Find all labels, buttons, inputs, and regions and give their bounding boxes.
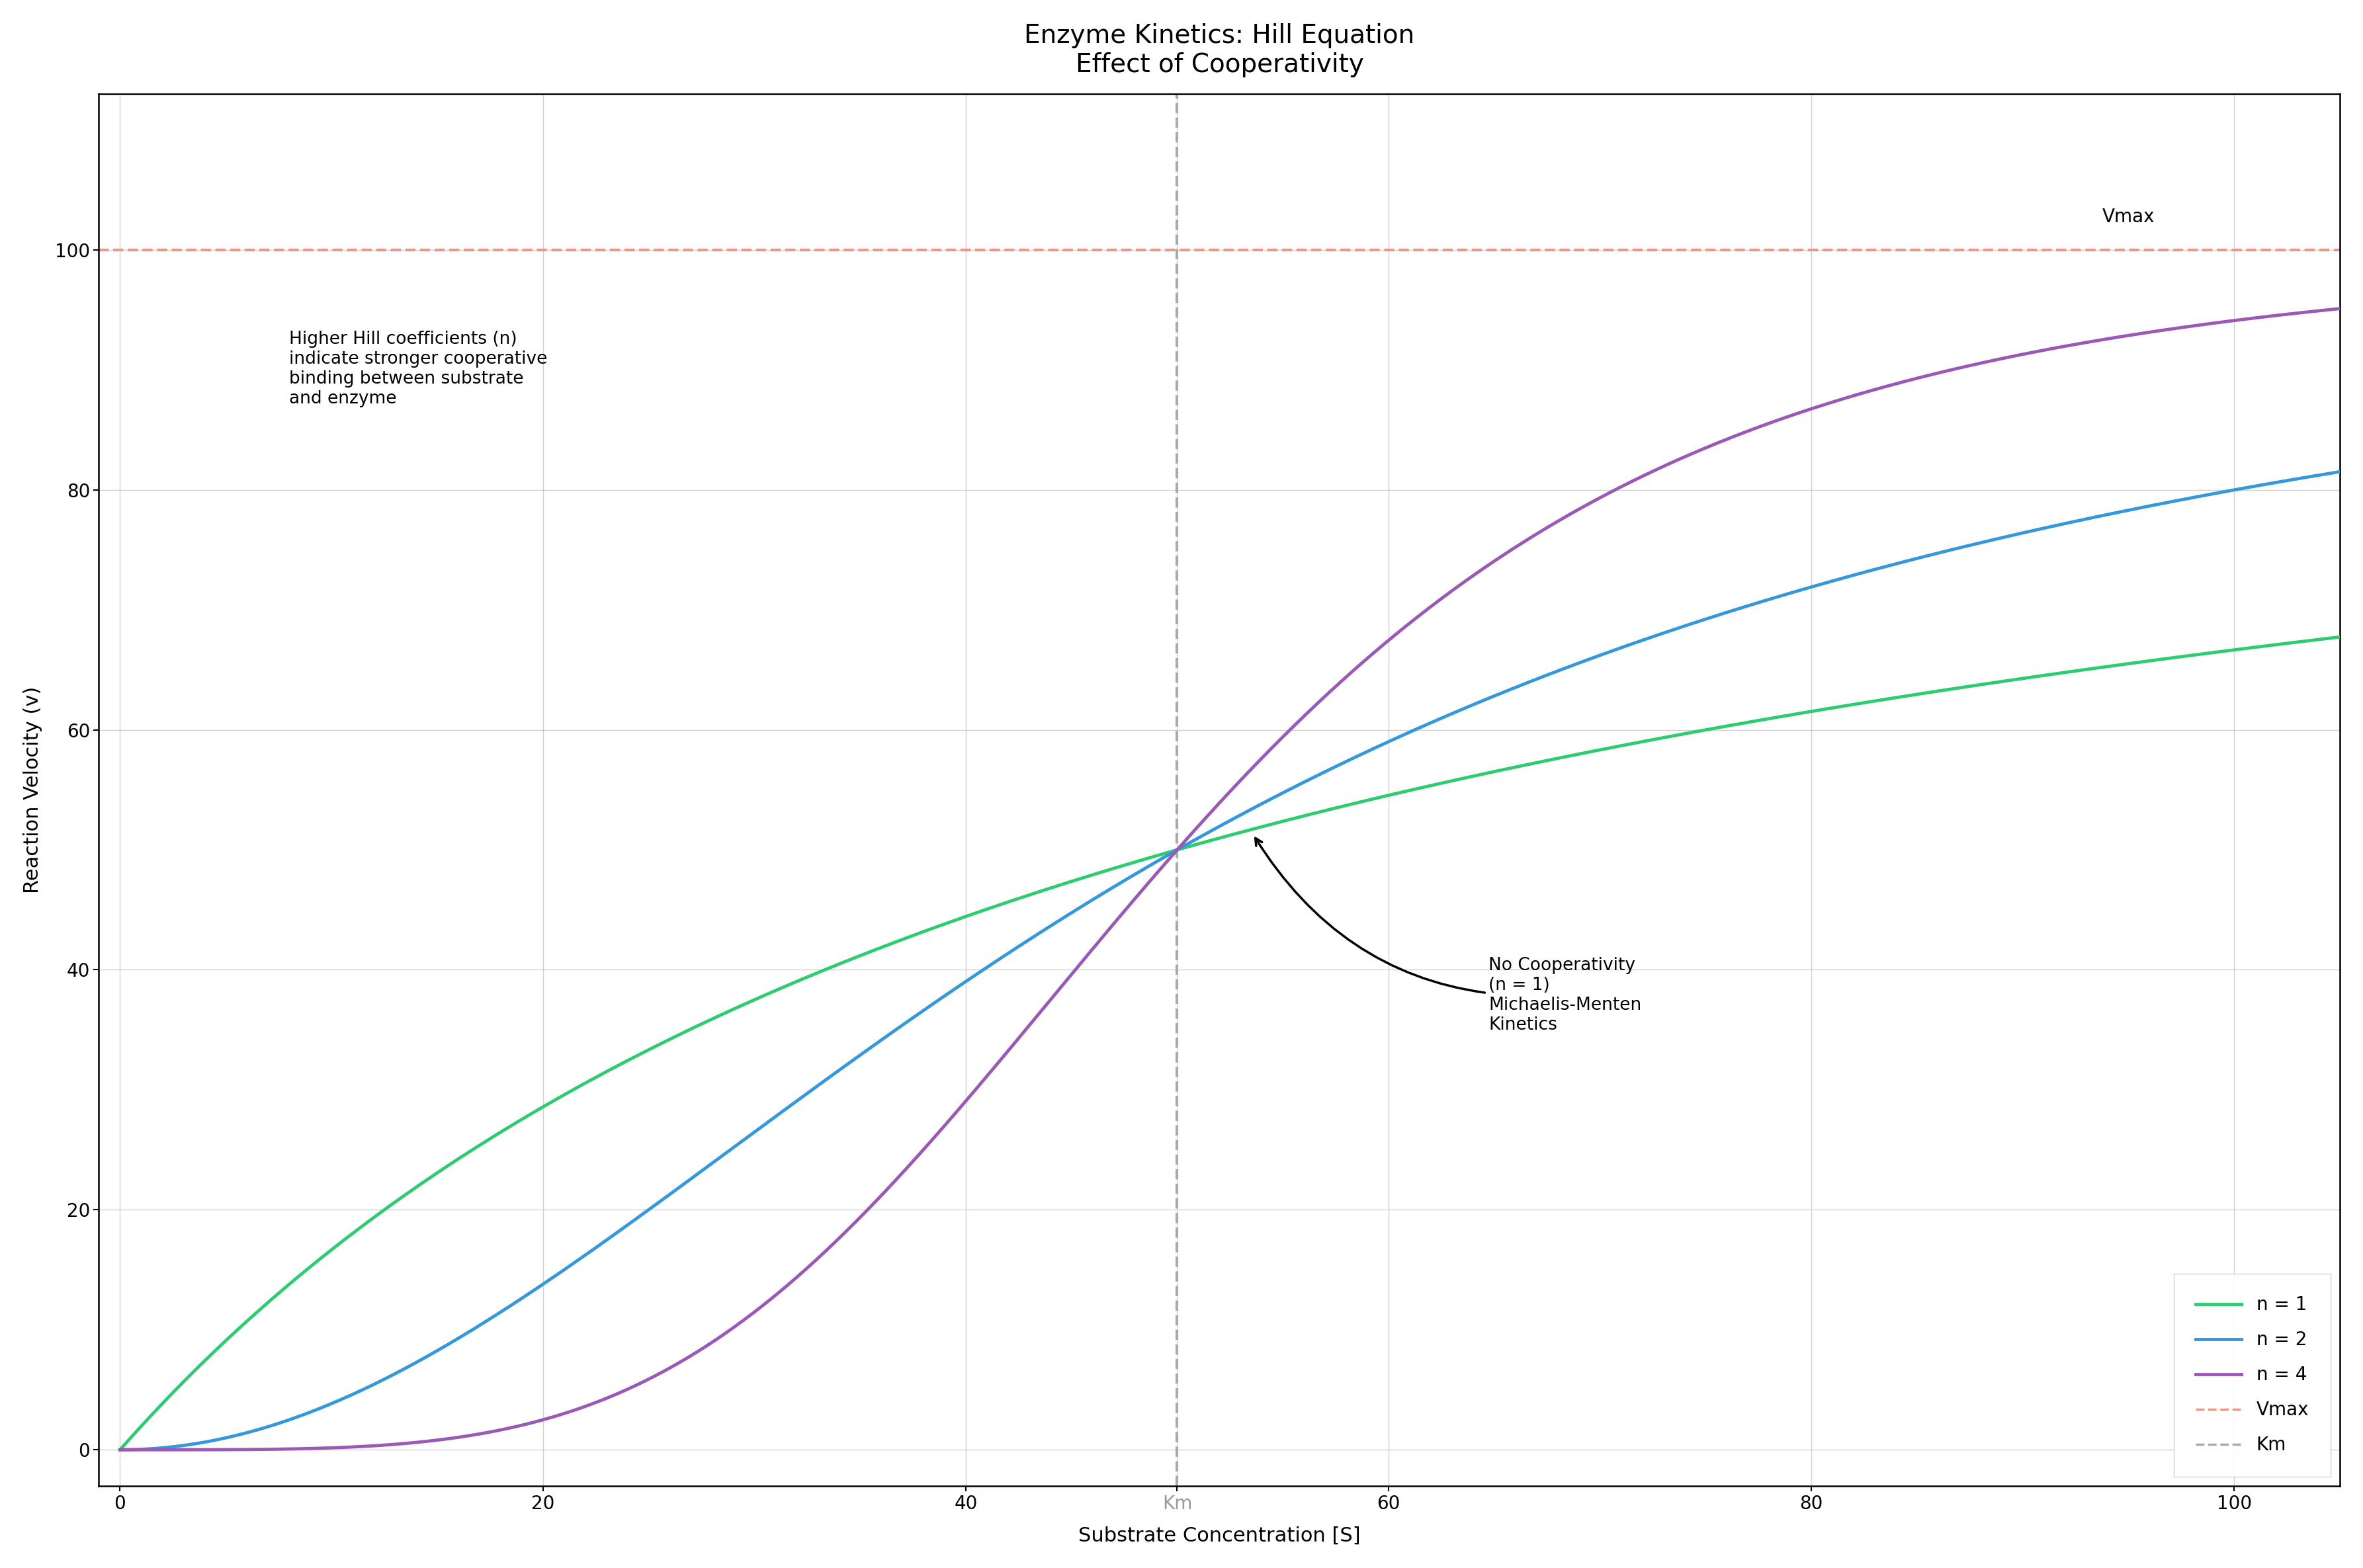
Vmax: [128, 240, 156, 259]
Text: No Cooperativity
(n = 1)
Michaelis-Menten
Kinetics: No Cooperativity (n = 1) Michaelis-Mente…: [1255, 839, 1642, 1033]
n = 2: [106, 1441, 135, 1460]
Km: [1163, 1428, 1191, 1447]
X-axis label: Substrate Concentration [S]: Substrate Concentration [S]: [1078, 1526, 1361, 1544]
n = 1: [220, 1325, 248, 1344]
n = 2: [1855, 561, 1883, 580]
n = 4: [1855, 383, 1883, 401]
n = 1: [2325, 627, 2354, 646]
Line: n = 4: n = 4: [121, 309, 2339, 1450]
n = 4: [2261, 306, 2290, 325]
Text: Higher Hill coefficients (n)
indicate stronger cooperative
binding between subst: Higher Hill coefficients (n) indicate st…: [288, 331, 548, 408]
n = 2: [2325, 463, 2354, 481]
Vmax: [106, 240, 135, 259]
n = 4: [220, 1439, 248, 1458]
n = 4: [2261, 306, 2290, 325]
n = 4: [1127, 883, 1156, 902]
n = 1: [106, 1441, 135, 1460]
Y-axis label: Reaction Velocity (v): Reaction Velocity (v): [24, 687, 43, 894]
n = 1: [1855, 693, 1883, 712]
n = 2: [1127, 861, 1156, 880]
n = 2: [1186, 828, 1215, 847]
Line: n = 2: n = 2: [121, 472, 2339, 1450]
n = 2: [220, 1427, 248, 1446]
n = 4: [106, 1441, 135, 1460]
n = 2: [2261, 474, 2290, 492]
n = 2: [2261, 474, 2290, 492]
n = 1: [2261, 635, 2290, 654]
Text: Vmax: Vmax: [2103, 207, 2155, 226]
Line: n = 1: n = 1: [121, 637, 2339, 1450]
Km: [1163, 1441, 1191, 1460]
n = 4: [1186, 815, 1215, 834]
n = 4: [2325, 299, 2354, 318]
n = 1: [1186, 834, 1215, 853]
n = 1: [1127, 851, 1156, 870]
Title: Enzyme Kinetics: Hill Equation
Effect of Cooperativity: Enzyme Kinetics: Hill Equation Effect of…: [1023, 24, 1415, 77]
n = 1: [2261, 635, 2290, 654]
Legend: n = 1, n = 2, n = 4, Vmax, Km: n = 1, n = 2, n = 4, Vmax, Km: [2174, 1273, 2330, 1477]
